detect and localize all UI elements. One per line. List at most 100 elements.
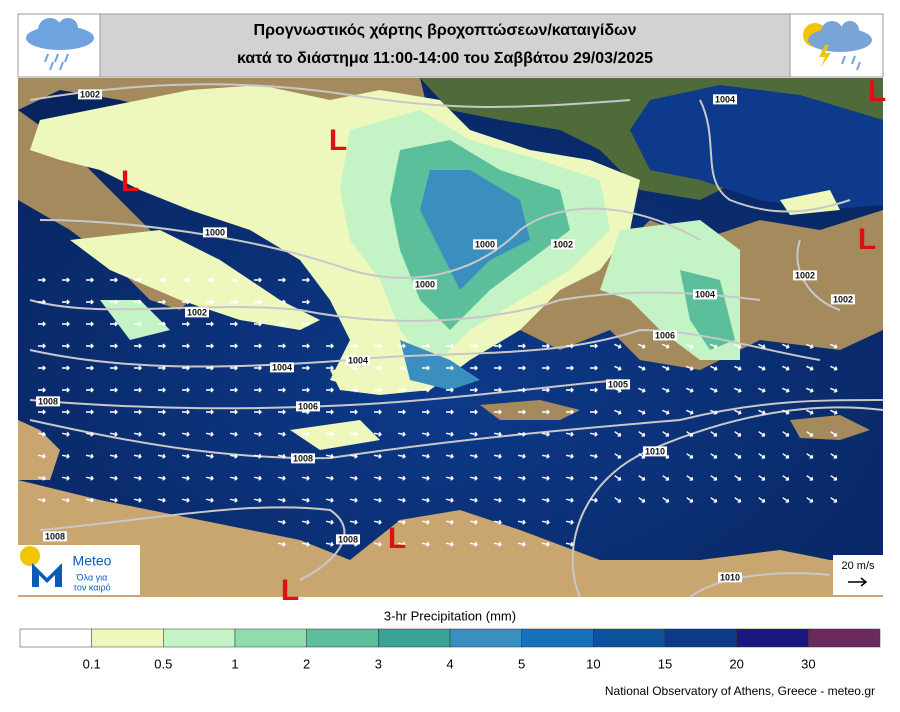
wind-arrow [61,431,70,437]
wind-arrow [398,409,406,415]
wind-arrow [830,475,838,481]
wind-arrow [541,453,550,459]
wind-arrow [254,277,262,283]
wind-arrow [638,475,646,481]
wind-arrow [686,365,694,371]
wind-arrow [181,431,190,437]
wind-arrow [638,431,646,437]
rain-icon [26,18,94,71]
low-marker: L [868,75,886,108]
isobar-label: 1000 [475,239,495,249]
isobar-label: 1006 [298,401,318,411]
wind-arrow [662,431,670,437]
wind-arrow [38,343,46,349]
wind-arrow [181,453,190,459]
wind-arrow [62,321,70,327]
wind-arrow [782,453,790,459]
wind-arrow [62,299,70,305]
isobar-label-bg [295,401,321,412]
wind-arrow [710,409,718,415]
wind-arrow [374,387,382,393]
isobar-label-bg [290,453,316,464]
wind-arrow [205,453,214,459]
wind-arrow [301,431,310,437]
wind-arrow [782,409,790,415]
wind-arrow [86,299,94,305]
wind-arrow [446,409,454,415]
wind-arrow [397,475,406,481]
wind-arrow [374,409,382,415]
wind-arrow [614,343,622,349]
wind-arrow [38,409,46,415]
wind-arrow [662,409,670,415]
wind-arrow [686,343,694,349]
wind-arrow [710,475,718,481]
wind-arrow [470,409,478,415]
wind-arrow [110,387,118,393]
wind-arrow [589,475,598,481]
wind-arrow [493,475,502,481]
wind-arrow [446,387,454,393]
map: 1002 1004 1000 1000 1002 1002 1002 1000 … [18,75,886,607]
wind-arrow [206,387,214,393]
wind-arrow [325,519,334,525]
wind-arrow [565,431,574,437]
wind-arrow [277,475,286,481]
wind-arrow [350,387,358,393]
wind-arrow [517,519,526,525]
isobar-label-bg [35,396,61,407]
wind-arrow [109,453,118,459]
wind-arrow [325,541,334,547]
logo-name: Meteo [73,553,112,569]
wind-arrow [614,475,622,481]
wind-arrow [710,365,718,371]
colorbar-swatch [664,628,737,648]
wind-arrow [373,541,382,547]
wind-arrow [373,431,382,437]
wind-arrow [734,387,742,393]
wind-arrow [686,475,694,481]
wind-arrow [86,409,94,415]
wind-arrow [421,541,430,547]
wind-arrow [133,497,142,503]
wind-arrow [806,387,814,393]
wind-arrow [446,343,454,349]
wind-arrow [134,387,142,393]
wind-reference-arrow [848,577,868,587]
wind-arrow [38,365,46,371]
wind-arrow [782,497,790,503]
wind-arrow [565,541,574,547]
wind-arrow [445,497,454,503]
wind-arrow [590,387,598,393]
wind-arrow [302,277,310,283]
wind-arrow [493,497,502,503]
wind-arrow [590,409,598,415]
wind-arrow [518,343,526,349]
colorbar-swatch [808,628,881,648]
wind-arrow [253,453,262,459]
wind-arrow [494,409,502,415]
wind-arrow [421,519,430,525]
wind-arrow [182,409,190,415]
wind-arrow [830,431,838,437]
wind-arrow [758,431,766,437]
wind-arrow [254,321,262,327]
wind-arrow [493,431,502,437]
wind-arrow [325,453,334,459]
wind-arrow [830,409,838,415]
wind-arrow [85,431,94,437]
colorbar-swatch [91,628,164,648]
wind-arrow [61,475,70,481]
colorbar-swatch [593,628,666,648]
wind-arrow [158,409,166,415]
wind-arrow [110,321,118,327]
wind-arrow [301,519,310,525]
wind-arrow [326,343,334,349]
wind-arrow [278,387,286,393]
low-markers: L L L L L L [121,75,886,607]
wind-arrow [326,387,334,393]
wind-arrow [662,497,670,503]
wind-arrow [134,299,142,305]
wind-arrow [110,299,118,305]
colorbar-tick-label: 5 [518,656,525,671]
